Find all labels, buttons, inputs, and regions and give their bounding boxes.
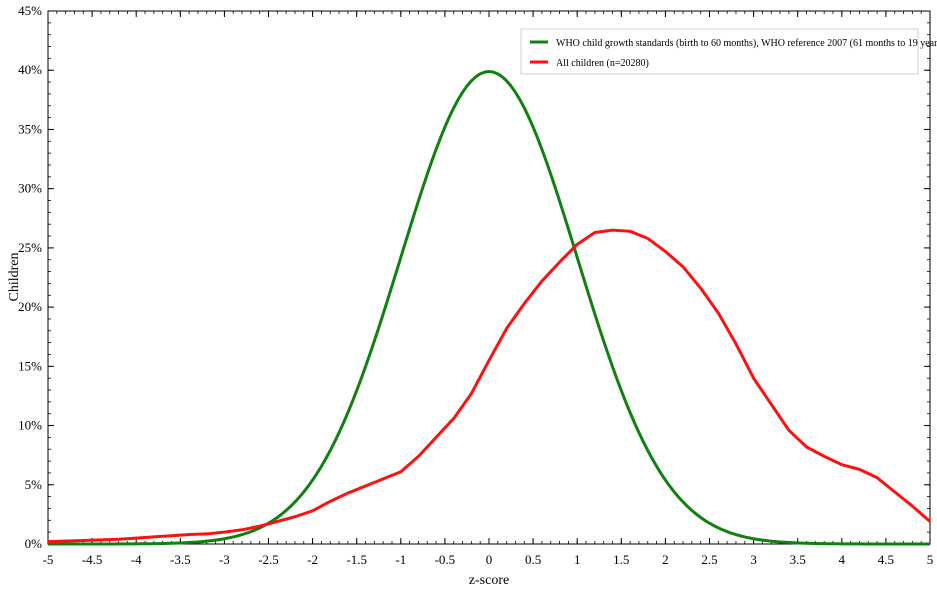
x-tick-label: -4.5: [82, 552, 103, 567]
x-axis-title: z-score: [469, 573, 509, 588]
x-tick-label: 0.5: [525, 552, 541, 567]
x-tick-label: -2: [307, 552, 318, 567]
x-tick-label: -3: [219, 552, 230, 567]
legend-box: [520, 28, 919, 75]
x-tick-label: 1.5: [613, 552, 629, 567]
x-tick-label: -1: [395, 552, 406, 567]
x-tick-label: 2.5: [701, 552, 717, 567]
x-tick-label: 4.5: [878, 552, 894, 567]
x-tick-label: 2: [662, 552, 669, 567]
y-tick-label: 45%: [18, 3, 42, 18]
x-tick-label: 0: [486, 552, 493, 567]
y-tick-label: 15%: [18, 358, 42, 373]
y-tick-label: 20%: [18, 299, 42, 314]
x-tick-label: -3.5: [170, 552, 191, 567]
axis-ticks: [47, 10, 931, 545]
x-tick-label: 4: [839, 552, 846, 567]
x-tick-label: 3.5: [790, 552, 806, 567]
x-tick-label: 3: [750, 552, 757, 567]
y-tick-label: 40%: [18, 62, 42, 77]
series-layer: [47, 70, 931, 546]
x-tick-label: -4: [131, 552, 142, 567]
series-line-who: [48, 70, 930, 546]
x-tick-label: -5: [43, 552, 54, 567]
legend-label-all-children: All children (n=20280): [556, 58, 649, 69]
legend-label-who: WHO child growth standards (birth to 60 …: [556, 38, 937, 49]
y-tick-label: 30%: [18, 181, 42, 196]
y-tick-label: 10%: [18, 418, 42, 433]
x-tick-label: -2.5: [258, 552, 279, 567]
legend: WHO child growth standards (birth to 60 …: [520, 28, 937, 75]
series-line-all-children: [47, 228, 931, 544]
x-tick-label: -1.5: [346, 552, 367, 567]
x-tick-label: -0.5: [435, 552, 456, 567]
x-tick-label: 1: [574, 552, 581, 567]
x-tick-label: 5: [927, 552, 934, 567]
y-tick-label: 5%: [25, 477, 43, 492]
y-tick-label: 35%: [18, 121, 42, 136]
plot-frame: [47, 10, 931, 545]
y-axis-title: Children: [7, 253, 22, 302]
axis-tick-labels: -5 -4.5 -4 -3.5 -3 -2.5 -2 -1.5 -1 -0.5 0 0.5 1 1.5 2 2…: [18, 3, 933, 567]
y-tick-label: 0%: [25, 536, 43, 551]
y-tick-label: 25%: [18, 240, 42, 255]
